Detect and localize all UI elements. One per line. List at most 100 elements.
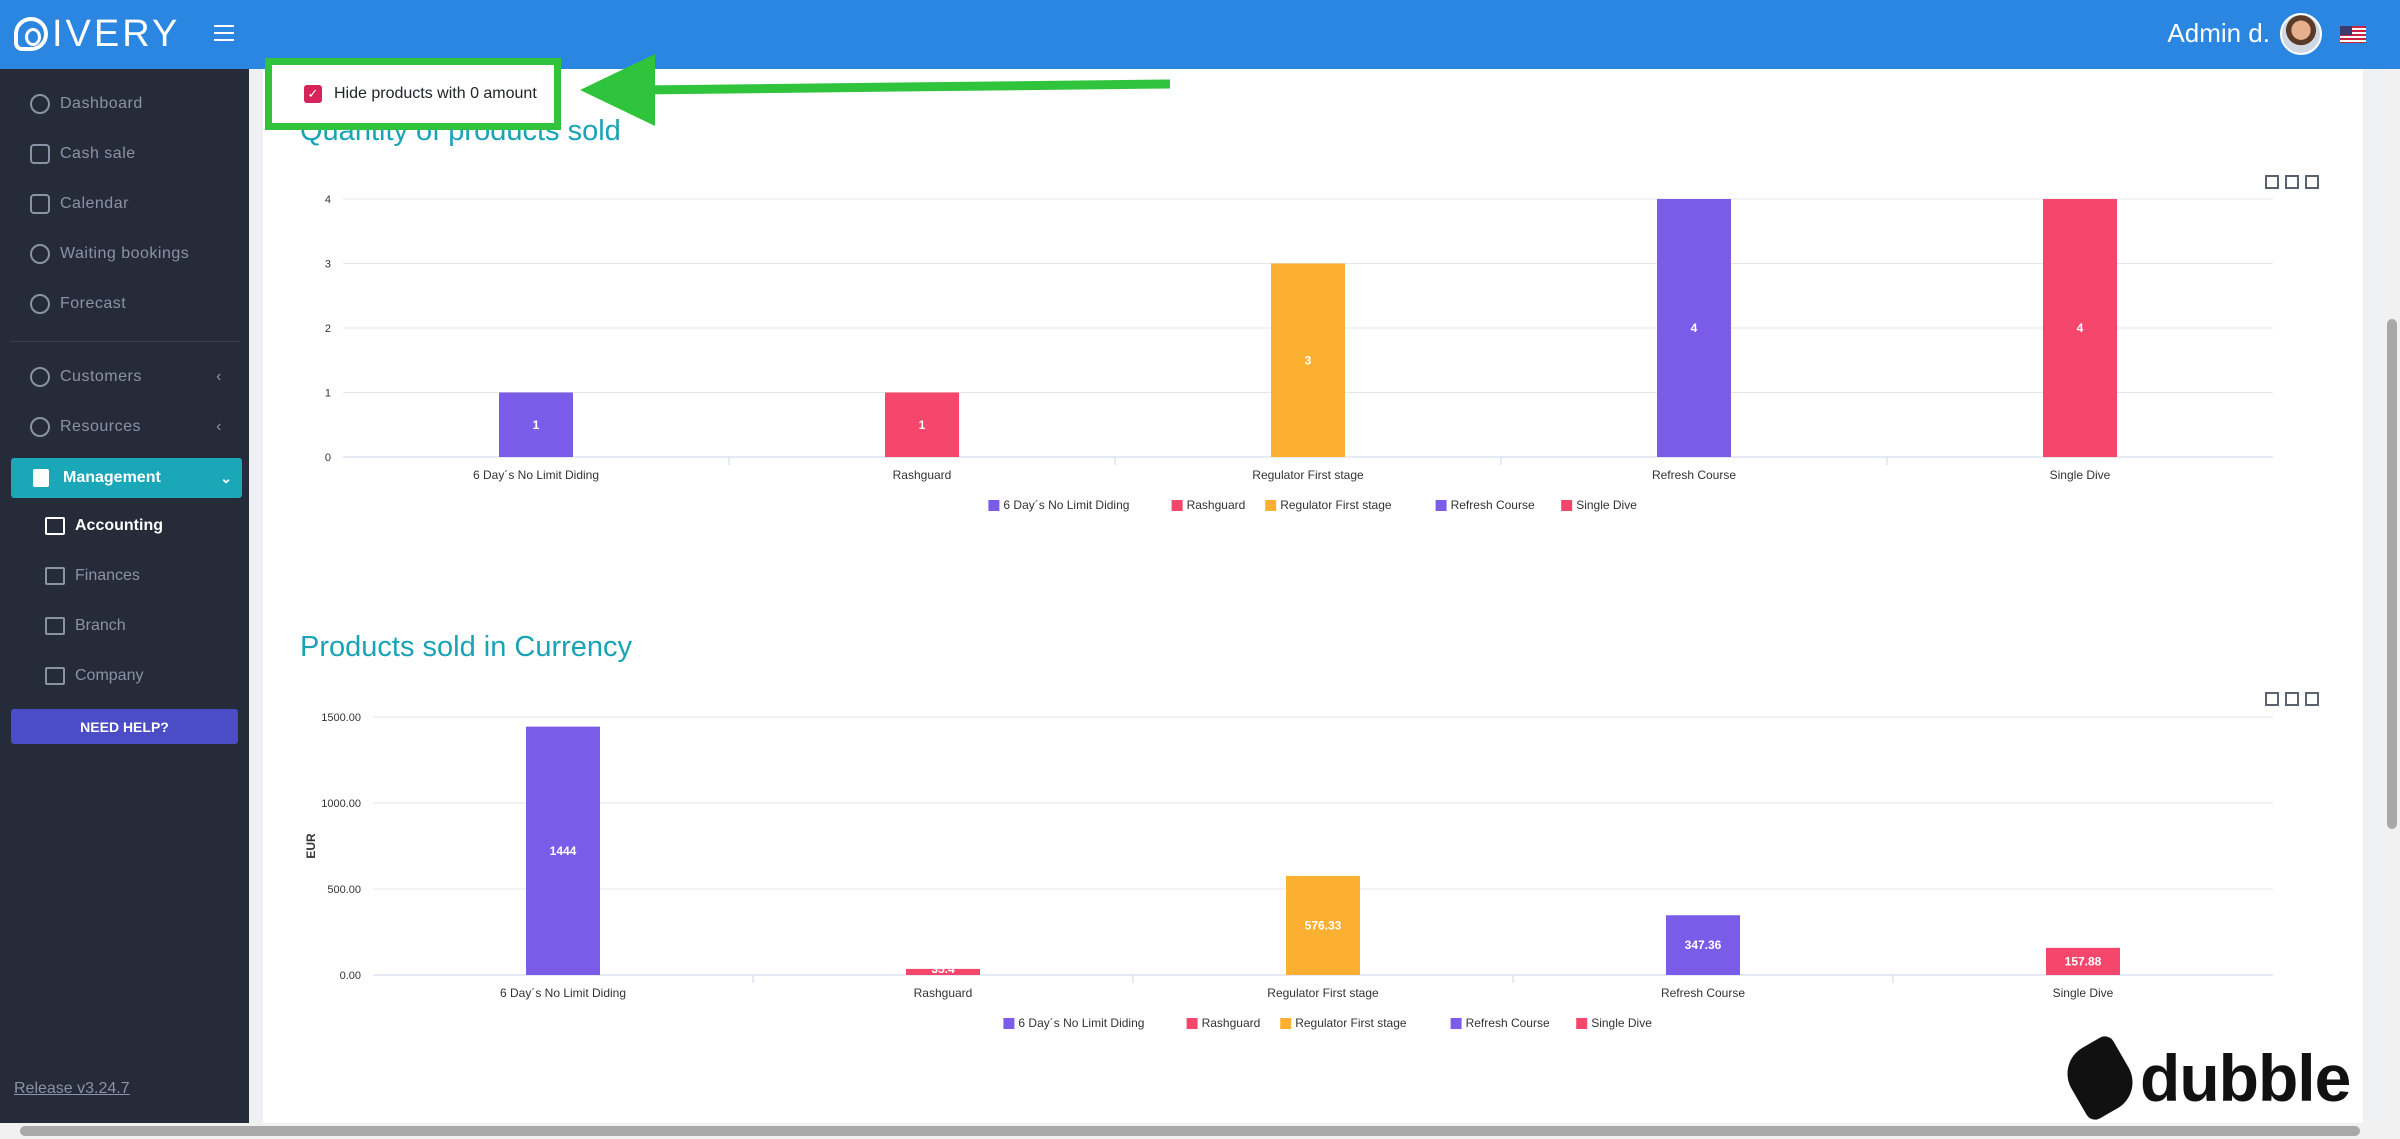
avatar[interactable] bbox=[2280, 13, 2322, 55]
sidebar-subitem-label: Finances bbox=[75, 567, 140, 584]
fullscreen-icon[interactable] bbox=[2265, 692, 2279, 706]
sidebar-item-management[interactable]: Management ⌄ bbox=[11, 458, 242, 498]
chart-toolbar bbox=[2265, 692, 2319, 706]
y-tick-label: 0 bbox=[325, 452, 331, 464]
sidebar-item-dashboard[interactable]: Dashboard bbox=[30, 84, 143, 124]
legend-label[interactable]: Regulator First stage bbox=[1280, 498, 1392, 512]
dubble-watermark: dubble bbox=[2056, 1032, 2351, 1124]
sidebar-item-label: Cash sale bbox=[60, 145, 136, 162]
dubble-logo-icon bbox=[2056, 1032, 2144, 1124]
sidebar-item-label: Waiting bookings bbox=[60, 245, 190, 262]
legend-swatch[interactable] bbox=[1003, 1018, 1015, 1029]
legend-swatch[interactable] bbox=[1435, 500, 1447, 511]
legend-label[interactable]: Regulator First stage bbox=[1295, 1016, 1407, 1030]
sidebar-subitem-company[interactable]: Company bbox=[45, 658, 143, 694]
legend-swatch[interactable] bbox=[1450, 1018, 1462, 1029]
resource-icon bbox=[30, 417, 50, 437]
bar[interactable] bbox=[2043, 199, 2117, 457]
x-tick-label: 6 Day´s No Limit Diding bbox=[500, 986, 626, 1000]
legend-label[interactable]: Refresh Course bbox=[1451, 498, 1535, 512]
sidebar-item-customers[interactable]: Customers ‹ bbox=[30, 357, 240, 397]
annotation-arrow bbox=[580, 54, 1170, 126]
legend-label[interactable]: 6 Day´s No Limit Diding bbox=[1018, 1016, 1144, 1030]
data-label: 576.33 bbox=[1305, 918, 1342, 932]
legend-label[interactable]: Refresh Course bbox=[1466, 1016, 1550, 1030]
sidebar-subitem-label: Company bbox=[75, 667, 144, 684]
sidebar-item-forecast[interactable]: Forecast bbox=[30, 284, 126, 324]
legend-swatch[interactable] bbox=[1576, 1018, 1588, 1029]
sidebar-item-label: Calendar bbox=[60, 195, 129, 212]
x-tick-label: Refresh Course bbox=[1652, 468, 1736, 482]
legend-label[interactable]: Rashguard bbox=[1187, 498, 1246, 512]
sidebar-item-calendar[interactable]: Calendar bbox=[30, 184, 129, 224]
legend-swatch[interactable] bbox=[1265, 500, 1277, 511]
vertical-scrollbar[interactable] bbox=[2384, 69, 2400, 1124]
table-icon[interactable] bbox=[2285, 692, 2299, 706]
users-icon bbox=[30, 367, 50, 387]
data-label: 1 bbox=[533, 418, 540, 432]
bar[interactable] bbox=[1271, 263, 1345, 458]
clock-icon bbox=[30, 244, 50, 264]
x-tick-label: Rashguard bbox=[914, 986, 973, 1000]
legend-label[interactable]: Single Dive bbox=[1591, 1016, 1652, 1030]
sidebar-subitem-label: Branch bbox=[75, 617, 126, 634]
y-tick-label: 0.00 bbox=[340, 970, 361, 982]
legend-swatch[interactable] bbox=[1280, 1018, 1292, 1029]
bar[interactable] bbox=[1657, 199, 1731, 457]
sidebar-divider bbox=[10, 341, 240, 342]
brand-name: IVERY bbox=[52, 12, 181, 55]
quantity-chart: 0 1 2 3 4 1 6 Day´s No Limit Diding 1 Rashguard 3… bbox=[325, 194, 2273, 512]
hide-zero-checkbox[interactable]: ✓ bbox=[304, 85, 322, 103]
book-icon bbox=[45, 567, 65, 585]
data-label: 4 bbox=[1691, 321, 1698, 335]
chevron-down-icon: ⌄ bbox=[220, 469, 232, 486]
gauge-icon bbox=[30, 94, 50, 114]
chevron-left-icon: ‹ bbox=[216, 368, 222, 385]
fullscreen-icon[interactable] bbox=[2265, 175, 2279, 189]
menu-icon[interactable] bbox=[2305, 692, 2319, 706]
legend-label[interactable]: Rashguard bbox=[1202, 1016, 1261, 1030]
bar[interactable] bbox=[1286, 875, 1360, 975]
user-name[interactable]: Admin d. bbox=[2167, 18, 2270, 48]
hide-zero-label[interactable]: Hide products with 0 amount bbox=[334, 85, 537, 102]
menu-icon[interactable] bbox=[2305, 175, 2319, 189]
legend-label[interactable]: 6 Day´s No Limit Diding bbox=[1003, 498, 1129, 512]
menu-toggle-icon[interactable] bbox=[214, 25, 234, 41]
y-tick-label: 4 bbox=[325, 194, 331, 206]
legend-swatch[interactable] bbox=[988, 500, 1000, 511]
bar[interactable] bbox=[2046, 947, 2120, 975]
data-label: 35.4 bbox=[931, 962, 955, 976]
bar[interactable] bbox=[499, 392, 573, 458]
bar[interactable] bbox=[526, 726, 600, 975]
calendar-icon bbox=[30, 194, 50, 214]
sidebar-item-waiting-bookings[interactable]: Waiting bookings bbox=[30, 234, 189, 274]
data-label: 1444 bbox=[550, 844, 577, 858]
data-label: 157.88 bbox=[2065, 954, 2102, 968]
chevron-left-icon: ‹ bbox=[216, 418, 222, 435]
bar[interactable] bbox=[885, 392, 959, 458]
sidebar-subitem-branch[interactable]: Branch bbox=[45, 608, 126, 644]
release-link[interactable]: Release v3.24.7 bbox=[14, 1080, 130, 1097]
y-axis-label: EUR bbox=[304, 833, 318, 859]
hide-zero-filter: ✓ Hide products with 0 amount bbox=[265, 58, 561, 130]
logo-icon bbox=[14, 17, 48, 51]
sidebar-subitem-label: Accounting bbox=[75, 517, 163, 534]
brand-logo[interactable]: IVERY bbox=[14, 12, 181, 55]
table-icon[interactable] bbox=[2285, 175, 2299, 189]
horizontal-scrollbar[interactable] bbox=[0, 1123, 2400, 1139]
legend-swatch[interactable] bbox=[1186, 1018, 1198, 1029]
us-flag-icon[interactable] bbox=[2340, 26, 2366, 43]
data-label: 4 bbox=[2077, 321, 2084, 335]
legend-swatch[interactable] bbox=[1561, 500, 1573, 511]
y-tick-label: 3 bbox=[325, 259, 331, 271]
bar[interactable] bbox=[1666, 915, 1740, 975]
need-help-button[interactable]: NEED HELP? bbox=[11, 709, 238, 744]
sidebar-subitem-finances[interactable]: Finances bbox=[45, 558, 140, 594]
sidebar-item-cash-sale[interactable]: Cash sale bbox=[30, 134, 136, 174]
y-tick-label: 1500.00 bbox=[321, 712, 361, 724]
legend-swatch[interactable] bbox=[1171, 500, 1183, 511]
legend-label[interactable]: Single Dive bbox=[1576, 498, 1637, 512]
sidebar-item-resources[interactable]: Resources ‹ bbox=[30, 407, 240, 447]
bar[interactable] bbox=[906, 968, 980, 975]
sidebar-subitem-accounting[interactable]: Accounting bbox=[45, 508, 163, 544]
